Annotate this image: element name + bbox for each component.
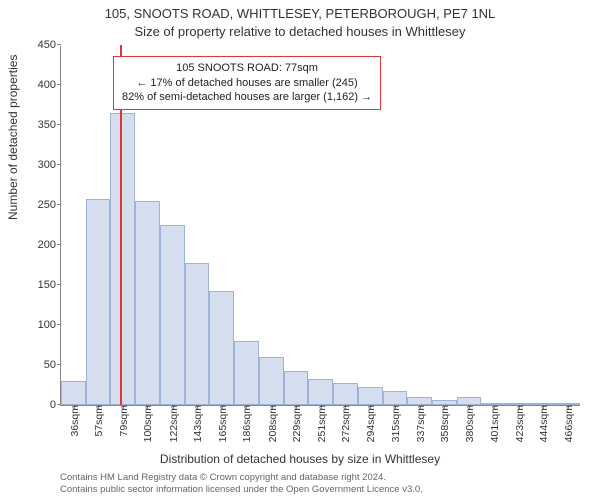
x-tick-label: 186sqm — [239, 405, 253, 442]
annotation-line: 105 SNOOTS ROAD: 77sqm — [122, 61, 372, 76]
chart-title-line2: Size of property relative to detached ho… — [0, 24, 600, 39]
x-tick-label: 79sqm — [116, 405, 130, 437]
x-tick-label: 208sqm — [265, 405, 279, 442]
chart-container: 105, SNOOTS ROAD, WHITTLESEY, PETERBOROU… — [0, 0, 600, 500]
y-tick-mark — [57, 244, 61, 245]
y-tick-mark — [57, 124, 61, 125]
x-axis-label: Distribution of detached houses by size … — [0, 452, 600, 466]
histogram-bar — [457, 397, 482, 405]
histogram-bar — [383, 391, 408, 405]
y-tick-label: 200 — [38, 239, 61, 251]
annotation-line: 82% of semi-detached houses are larger (… — [122, 90, 372, 105]
x-tick-label: 401sqm — [487, 405, 501, 442]
histogram-bar — [333, 383, 358, 405]
y-tick-label: 400 — [38, 79, 61, 91]
y-tick-label: 450 — [38, 39, 61, 51]
y-tick-label: 100 — [38, 319, 61, 331]
y-tick-label: 300 — [38, 159, 61, 171]
y-tick-label: 50 — [44, 359, 61, 371]
x-tick-label: 122sqm — [166, 405, 180, 442]
x-tick-label: 423sqm — [512, 405, 526, 442]
histogram-bar — [407, 397, 432, 405]
x-tick-label: 36sqm — [67, 405, 81, 437]
y-tick-label: 150 — [38, 279, 61, 291]
y-tick-mark — [57, 44, 61, 45]
histogram-bar — [308, 379, 333, 405]
x-tick-label: 251sqm — [314, 405, 328, 442]
attribution-line2: Contains public sector information licen… — [60, 484, 423, 496]
histogram-bar — [185, 263, 210, 405]
x-tick-label: 315sqm — [388, 405, 402, 442]
y-tick-label: 0 — [50, 399, 61, 411]
histogram-bar — [86, 199, 111, 405]
annotation-box: 105 SNOOTS ROAD: 77sqm← 17% of detached … — [113, 56, 381, 111]
histogram-bar — [160, 225, 185, 405]
y-tick-mark — [57, 164, 61, 165]
x-tick-label: 57sqm — [91, 405, 105, 437]
x-tick-label: 272sqm — [338, 405, 352, 442]
histogram-bar — [135, 201, 160, 405]
x-tick-label: 444sqm — [536, 405, 550, 442]
x-tick-label: 165sqm — [215, 405, 229, 442]
y-tick-mark — [57, 84, 61, 85]
attribution-line1: Contains HM Land Registry data © Crown c… — [60, 472, 423, 484]
y-tick-label: 250 — [38, 199, 61, 211]
x-tick-label: 358sqm — [437, 405, 451, 442]
histogram-bar — [209, 291, 234, 405]
y-tick-label: 350 — [38, 119, 61, 131]
attribution-text: Contains HM Land Registry data © Crown c… — [60, 472, 423, 496]
y-tick-mark — [57, 324, 61, 325]
histogram-bar — [284, 371, 309, 405]
histogram-bar — [110, 113, 135, 405]
y-axis-label: Number of detached properties — [6, 55, 20, 220]
histogram-bar — [234, 341, 259, 405]
histogram-bar — [61, 381, 86, 405]
plot-area: 05010015020025030035040045036sqm57sqm79s… — [60, 46, 580, 406]
y-tick-mark — [57, 204, 61, 205]
x-tick-label: 380sqm — [462, 405, 476, 442]
x-tick-label: 466sqm — [561, 405, 575, 442]
x-tick-label: 143sqm — [190, 405, 204, 442]
x-tick-label: 294sqm — [363, 405, 377, 442]
chart-title-line1: 105, SNOOTS ROAD, WHITTLESEY, PETERBOROU… — [0, 6, 600, 21]
y-tick-mark — [57, 284, 61, 285]
x-tick-label: 100sqm — [140, 405, 154, 442]
y-tick-mark — [57, 364, 61, 365]
histogram-bar — [358, 387, 383, 405]
x-tick-label: 337sqm — [413, 405, 427, 442]
x-tick-label: 229sqm — [289, 405, 303, 442]
histogram-bar — [259, 357, 284, 405]
annotation-line: ← 17% of detached houses are smaller (24… — [122, 76, 372, 91]
